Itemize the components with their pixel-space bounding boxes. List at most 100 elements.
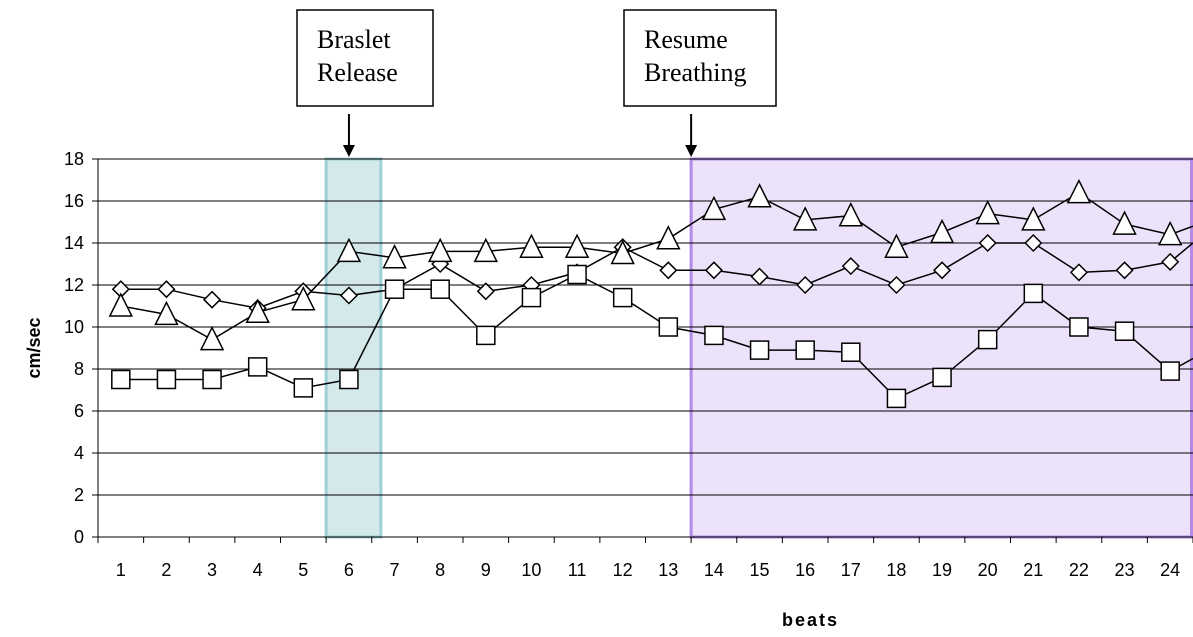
x-tick-label: 13: [658, 560, 678, 580]
triangle-point: [1066, 178, 1092, 204]
diamond-point: [796, 275, 815, 295]
square-point: [339, 369, 359, 390]
triangle-point: [1112, 210, 1137, 235]
y-tick-label: 4: [74, 443, 84, 463]
y-tick-label: 6: [74, 401, 84, 421]
triangle-point: [108, 292, 134, 317]
y-tick-label: 14: [64, 233, 84, 253]
triangle-point: [519, 233, 544, 258]
x-tick-label: 16: [795, 560, 815, 580]
triangle-point: [473, 237, 499, 263]
x-tick-label: 12: [613, 560, 633, 580]
shaded-region-1: [324, 157, 383, 539]
triangle-point: [610, 239, 635, 265]
triangle-point: [382, 244, 407, 269]
square-point: [749, 340, 770, 360]
triangle-point: [427, 237, 453, 263]
square-point: [521, 287, 542, 308]
x-tick-labels: 1 2 3 4 5 6 7 8 9 10 11 12 13 14 15 16 17 18 19 20 21 22 23 24: [116, 560, 1180, 580]
diamond-point: [659, 261, 678, 280]
y-tick-label: 12: [64, 275, 84, 295]
x-tick-label: 18: [886, 560, 906, 580]
x-tick-label: 20: [978, 560, 998, 580]
triangle-point: [245, 298, 270, 324]
diamond-point: [933, 261, 952, 280]
diamond-point: [203, 290, 222, 309]
square-point: [1023, 283, 1044, 304]
triangle-point: [701, 195, 727, 221]
x-tick-label: 17: [841, 560, 861, 580]
y-tick-label: 10: [64, 317, 84, 337]
diamond-point: [157, 280, 176, 299]
diamond-point: [704, 261, 723, 280]
annotation-arrowhead: [685, 145, 698, 157]
square-point: [841, 342, 861, 362]
series-markers: [108, 178, 1183, 409]
annotation-text: Resume: [644, 25, 728, 54]
square-point: [293, 378, 314, 398]
axes: [92, 158, 1193, 543]
x-tick-label: 6: [344, 560, 354, 580]
annotation-box: [623, 9, 777, 107]
x-tick-label: 3: [207, 560, 217, 580]
square-point: [1114, 321, 1135, 341]
x-tick-label: 1: [116, 560, 126, 580]
diamond-point: [978, 233, 997, 253]
annotation-text: Release: [317, 58, 398, 87]
square-point: [567, 264, 587, 285]
diamond-point: [1115, 261, 1134, 280]
annotation-text: Breathing: [644, 58, 747, 87]
diamond-point: [1024, 233, 1043, 253]
triangle-point: [975, 199, 1000, 225]
square-point: [202, 369, 222, 390]
square-point: [932, 367, 952, 388]
diamond-point: [1069, 263, 1088, 282]
triangle-point: [336, 237, 362, 263]
y-tick-label: 16: [64, 191, 84, 211]
square-point: [886, 388, 907, 409]
square-point: [658, 317, 679, 337]
square-point: [977, 329, 998, 350]
square-point: [111, 369, 131, 390]
triangle-point: [747, 183, 772, 208]
y-tick-label: 0: [74, 527, 84, 547]
square-point: [430, 279, 450, 299]
x-tick-label: 22: [1069, 560, 1089, 580]
x-tick-label: 10: [521, 560, 541, 580]
y-tick-label: 18: [64, 149, 84, 169]
y-tick-label: 8: [74, 359, 84, 379]
diamond-point: [339, 286, 358, 305]
diamond-point: [887, 275, 906, 295]
x-tick-label: 4: [253, 560, 263, 580]
triangle-point: [291, 286, 316, 311]
square-point: [704, 325, 724, 346]
x-tick-label: 8: [435, 560, 445, 580]
square-point: [476, 325, 496, 346]
annotation-text: Braslet: [317, 25, 391, 54]
x-tick-label: 14: [704, 560, 724, 580]
triangle-point: [884, 233, 909, 258]
triangle-point: [838, 202, 864, 227]
triangle-point: [154, 300, 179, 326]
square-point: [156, 369, 177, 390]
triangle-point: [656, 225, 681, 250]
x-tick-label: 19: [932, 560, 952, 580]
triangle-point: [929, 218, 955, 244]
x-tick-label: 15: [750, 560, 770, 580]
y-tick-labels: 0 2 4 6 8 10 12 14 16 18: [64, 149, 84, 547]
square-point: [795, 340, 815, 360]
square-point: [247, 357, 268, 377]
diamond-point: [476, 282, 495, 301]
x-tick-label: 11: [568, 560, 587, 580]
x-tick-label: 21: [1023, 560, 1043, 580]
diamond-point: [750, 267, 769, 286]
x-axis-title: beats: [782, 610, 839, 630]
diamond-point: [841, 257, 860, 276]
gridlines: [98, 158, 1193, 496]
triangle-point: [1021, 206, 1046, 231]
square-point: [1069, 317, 1089, 337]
x-tick-label: 5: [298, 560, 308, 580]
diamond-point: [1161, 252, 1180, 271]
x-tick-label: 7: [390, 560, 400, 580]
